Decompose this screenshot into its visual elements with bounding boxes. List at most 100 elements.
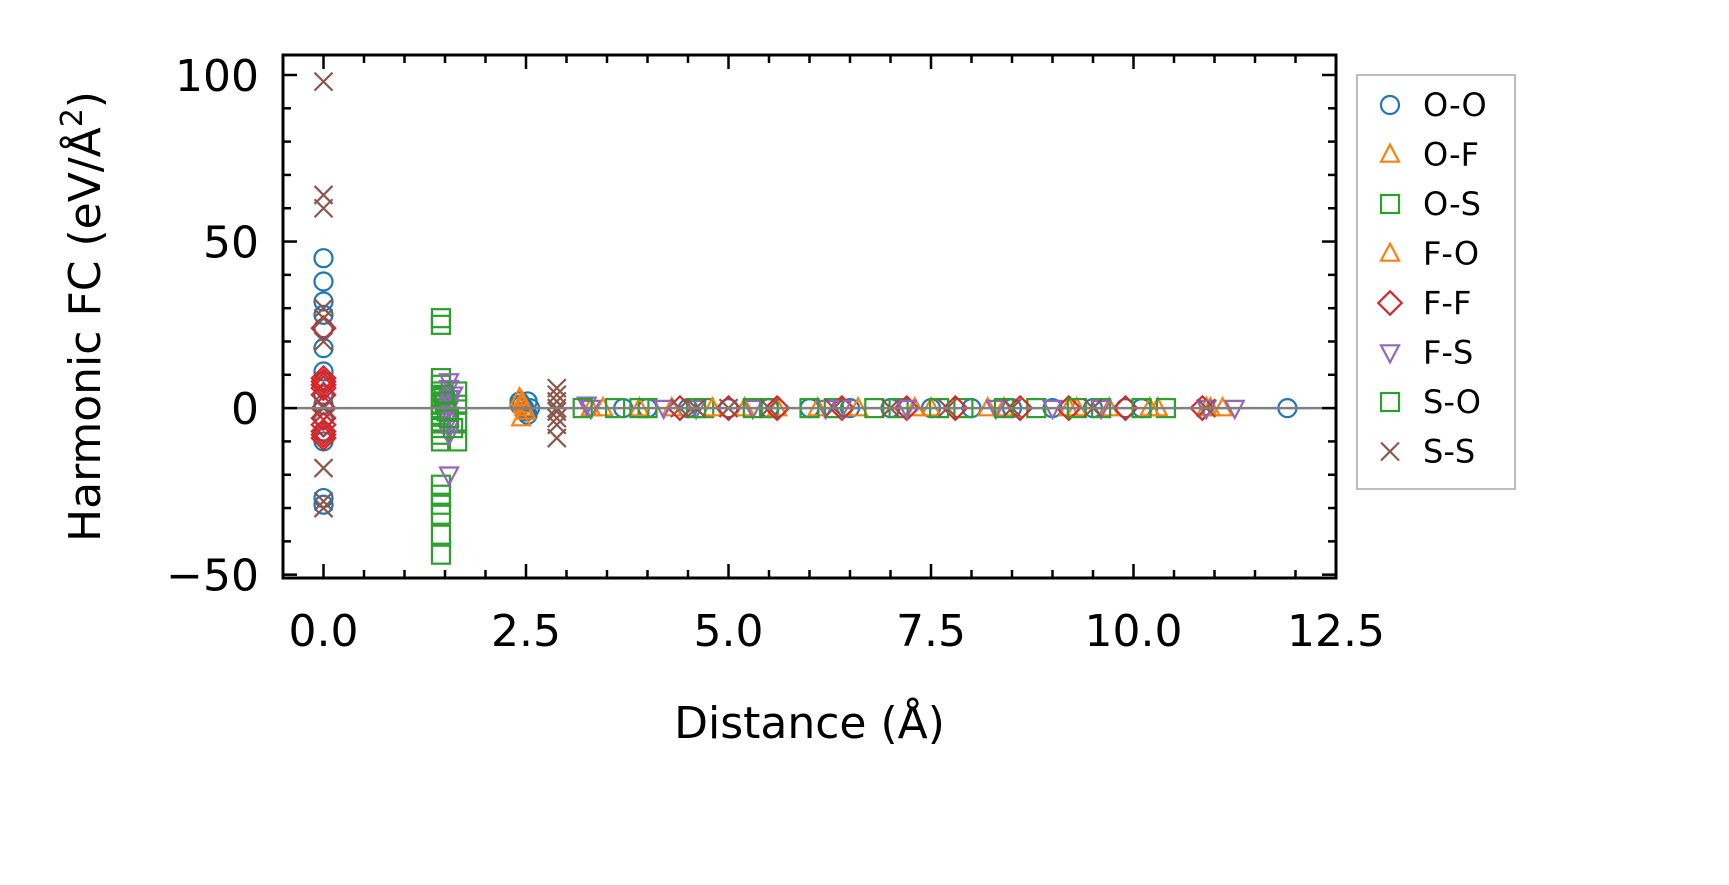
data-point-S-O bbox=[433, 384, 454, 405]
data-point-O-S bbox=[430, 308, 452, 329]
x-tick-label: 5.0 bbox=[694, 606, 764, 657]
data-point-S-S bbox=[313, 308, 334, 328]
x-axis-title: Distance (Å) bbox=[674, 696, 945, 749]
x-tick-label: 0.0 bbox=[289, 606, 359, 657]
data-point-F-S bbox=[1223, 399, 1246, 421]
data-point-F-F bbox=[715, 394, 742, 422]
y-axis-title-close: ) bbox=[60, 91, 111, 108]
data-point-F-F bbox=[310, 424, 337, 452]
legend-marker-S-S bbox=[1380, 441, 1400, 462]
data-point-O-F bbox=[903, 395, 926, 417]
data-point-O-F bbox=[592, 395, 614, 417]
data-point-F-S bbox=[685, 399, 707, 421]
data-point-F-F bbox=[310, 368, 337, 395]
data-points bbox=[310, 71, 1298, 565]
data-point-O-O bbox=[313, 291, 334, 312]
legend-item: O-S bbox=[1379, 185, 1481, 223]
x-tick-label: 12.5 bbox=[1287, 606, 1385, 657]
data-point-S-O bbox=[443, 417, 464, 439]
legend-marker-F-O bbox=[1379, 241, 1401, 262]
legend-item: S-S bbox=[1380, 433, 1475, 471]
data-point-F-S bbox=[652, 399, 675, 421]
data-point-S-S bbox=[313, 71, 334, 92]
legend-label: F-S bbox=[1423, 334, 1473, 372]
data-point-F-O bbox=[1065, 395, 1088, 417]
data-point-F-S bbox=[741, 399, 764, 421]
data-point-F-F bbox=[310, 374, 337, 402]
y-axis-title-superscript: 2 bbox=[55, 108, 90, 127]
data-point-F-F bbox=[310, 314, 337, 342]
legend-item: S-O bbox=[1379, 383, 1481, 421]
data-point-O-F bbox=[1211, 395, 1234, 417]
legend-marker-S-O bbox=[1379, 391, 1401, 413]
data-point-O-O bbox=[313, 271, 334, 292]
y-tick-label: 0 bbox=[231, 384, 259, 435]
legend-label: S-O bbox=[1423, 383, 1481, 421]
data-point-O-S bbox=[430, 524, 452, 545]
y-axis-title: Harmonic FC (eV/Å2) bbox=[55, 91, 111, 542]
data-point-S-S bbox=[547, 408, 567, 428]
data-point-S-O bbox=[436, 401, 457, 422]
data-point-O-O bbox=[313, 494, 334, 515]
legend-item: F-F bbox=[1376, 284, 1471, 322]
x-tick-label: 7.5 bbox=[896, 606, 966, 657]
y-axis-title-main: Harmonic FC (eV/Å bbox=[58, 127, 111, 542]
data-point-S-S bbox=[313, 458, 334, 478]
legend-item: O-F bbox=[1379, 136, 1479, 174]
data-point-F-F bbox=[763, 394, 791, 422]
legend: O-O O-F O-S F-O F-F F-S S-O S-S bbox=[1356, 74, 1516, 490]
legend-label: S-S bbox=[1423, 433, 1475, 471]
data-point-O-F bbox=[976, 395, 999, 417]
x-tick-label: 10.0 bbox=[1085, 606, 1183, 657]
legend-marker-O-F bbox=[1379, 142, 1401, 163]
data-point-S-S bbox=[313, 491, 334, 512]
legend-label: F-O bbox=[1423, 235, 1479, 273]
y-tick-label: 100 bbox=[175, 51, 259, 102]
x-tick-labels: 0.0 2.5 5.0 7.5 10.0 12.5 bbox=[289, 606, 1385, 657]
legend-label: O-S bbox=[1423, 185, 1481, 223]
data-point-F-S bbox=[438, 466, 460, 487]
data-point-S-S bbox=[313, 298, 334, 318]
legend-marker-O-S bbox=[1379, 193, 1401, 215]
legend-box bbox=[1356, 74, 1516, 490]
y-tick-labels: −50 0 50 100 bbox=[166, 51, 259, 602]
data-point-F-F bbox=[310, 421, 337, 449]
data-point-F-S bbox=[895, 399, 918, 421]
data-point-F-S bbox=[438, 373, 460, 394]
data-point-O-O bbox=[313, 361, 334, 382]
data-point-F-S bbox=[1195, 399, 1218, 421]
data-point-S-S bbox=[313, 198, 334, 219]
y-tick-label: −50 bbox=[166, 551, 259, 602]
data-point-S-S bbox=[313, 331, 334, 352]
legend-item: F-O bbox=[1379, 235, 1479, 273]
legend-item: F-S bbox=[1379, 334, 1473, 372]
legend-label: O-O bbox=[1423, 86, 1487, 124]
legend-label: O-F bbox=[1423, 136, 1479, 174]
data-point-O-O bbox=[313, 384, 334, 405]
data-point-F-S bbox=[1041, 399, 1064, 421]
data-point-F-F bbox=[310, 364, 337, 392]
legend-item: O-O bbox=[1379, 86, 1487, 124]
plot-frame bbox=[281, 53, 1338, 580]
legend-marker-F-S bbox=[1379, 344, 1401, 365]
series-O-S bbox=[430, 308, 1177, 565]
series-O-F bbox=[508, 385, 1234, 427]
y-tick-label: 50 bbox=[203, 218, 259, 269]
legend-marker-O-O bbox=[1379, 94, 1401, 116]
data-point-F-O bbox=[628, 395, 651, 417]
data-point-S-S bbox=[547, 428, 567, 448]
data-point-S-S bbox=[313, 498, 334, 518]
legend-label: F-F bbox=[1423, 284, 1471, 322]
legend-marker-F-F bbox=[1376, 289, 1404, 317]
data-point-F-F bbox=[310, 418, 337, 445]
x-tick-label: 2.5 bbox=[491, 606, 561, 657]
data-point-O-S bbox=[430, 314, 452, 335]
data-point-O-O bbox=[313, 304, 334, 325]
data-point-O-S bbox=[430, 504, 452, 525]
data-point-F-F bbox=[310, 411, 337, 439]
data-point-O-O bbox=[313, 248, 334, 269]
data-point-F-F bbox=[310, 404, 337, 432]
data-point-O-S bbox=[430, 544, 452, 565]
data-point-O-F bbox=[510, 405, 532, 427]
